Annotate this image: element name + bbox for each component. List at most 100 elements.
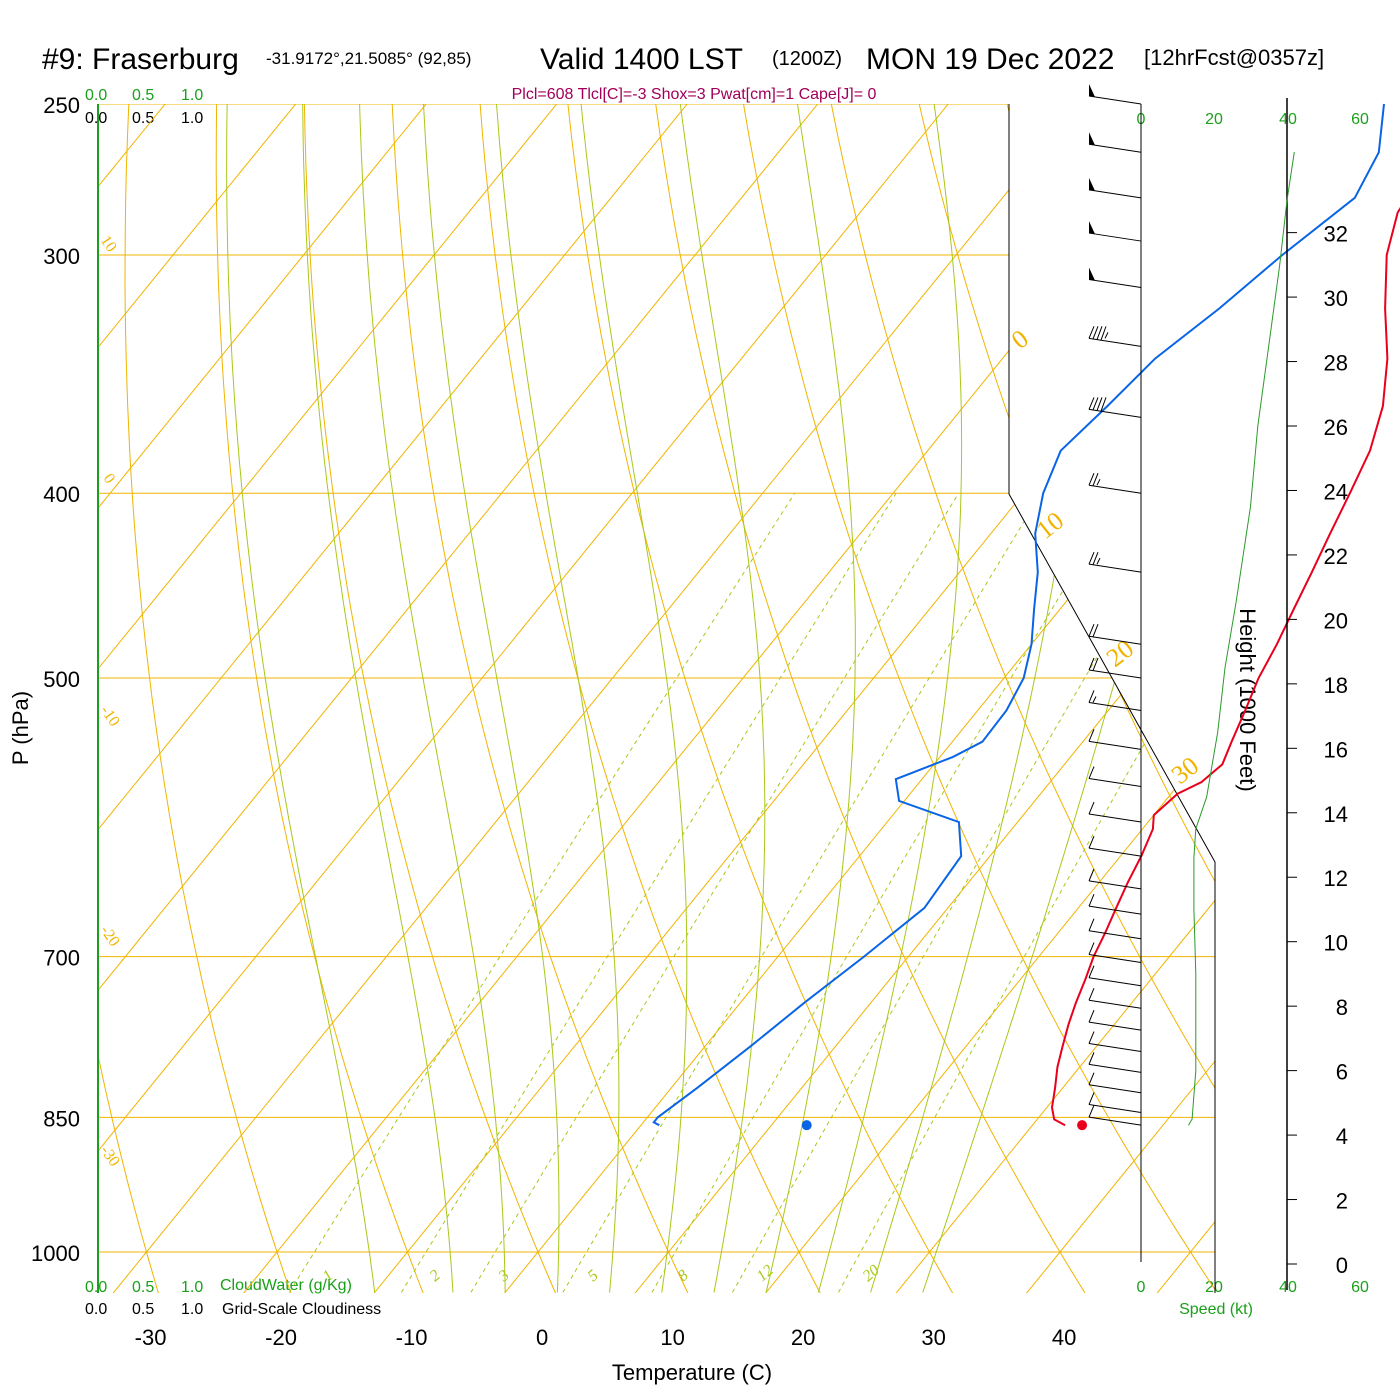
wind-barb-flag [1088,918,1095,931]
height-tick-6: 6 [1336,1060,1348,1085]
wind-barb [1088,1104,1142,1126]
height-tick-30: 30 [1324,286,1348,311]
height-tick-12: 12 [1324,866,1348,891]
surface-temp-marker [1077,1120,1088,1131]
moist-adiabat-8 [493,104,620,1293]
isotherm--60 [98,104,716,1293]
mixing-ratio-1 [288,492,796,1293]
wind-barb-half-flag [1092,696,1097,703]
height-tick-28: 28 [1324,351,1348,376]
wind-barb-pennant [1089,177,1095,191]
height-tick-32: 32 [1324,222,1348,247]
wind-barb-half-flag [1096,557,1101,565]
wind-barb-flag [1088,551,1095,565]
cloud-scale-bottom-black-1: 0.5 [132,1301,154,1318]
wind-barb [1088,868,1142,890]
wind-barb [1088,473,1142,494]
wind-barb [1088,132,1142,153]
forecast-info: [12hrFcst@0357z] [1144,45,1324,70]
mixing-ratio-label-5: 5 [585,1267,602,1285]
height-tick-18: 18 [1324,673,1348,698]
isotherm-label-0: 10 [97,233,120,256]
pressure-tick-250: 250 [43,93,80,118]
mixing-ratio-label-3: 3 [495,1267,513,1286]
height-tick-8: 8 [1336,995,1348,1020]
wind-barb-pennant [1089,267,1095,281]
mixing-ratio-label-2: 2 [427,1267,444,1285]
wind-barb [1088,326,1142,347]
wind-barb [1088,1052,1142,1073]
wind-barb [1088,657,1142,679]
wind-barb-flag [1088,988,1095,1001]
mixing-ratio-8 [651,492,1122,1293]
moist-adiabat--10 [226,104,376,1293]
height-tick-26: 26 [1324,415,1348,440]
wind-barb-flag [1092,326,1099,340]
cloud-scale-top-green-0: 0.0 [85,87,107,104]
cloud-scale-bottom-black-0: 0.0 [85,1301,107,1318]
wind-barb-flag [1088,1009,1095,1023]
wind-barb [1088,801,1142,823]
temp-tick--10: -10 [396,1325,428,1350]
wind-barb [1088,1092,1142,1114]
speed-top-tick-3: 60 [1351,111,1369,128]
cloud-scale-bottom-black-2: 1.0 [181,1301,203,1318]
height-axis-label: Height (1000 Feet) [1235,608,1260,791]
pressure-tick-1000: 1000 [31,1241,80,1266]
temp-tick-0: 0 [536,1325,548,1350]
cloud-scale-bottom-green-0: 0.0 [85,1279,107,1296]
cloud-scale-top-black-1: 0.5 [132,110,154,127]
wind-barb-shaft [1088,143,1142,153]
wind-barb-flag [1088,326,1095,339]
cloud-scale-top-green-2: 1.0 [181,87,203,104]
wind-barb-flag [1088,868,1095,882]
dry-adiabat-70 [911,104,1215,1293]
wind-barb [1088,942,1142,964]
wind-barb [1088,988,1142,1009]
station-coords: -31.9172°,21.5085° (92,85) [266,49,471,68]
isotherm-0 [473,104,1215,1293]
dry-adiabat-20 [477,104,841,1293]
dry-adiabat--20 [124,104,305,1293]
height-tick-16: 16 [1324,737,1348,762]
stability-indices: Plcl=608 Tlcl[C]=-3 Shox=3 Pwat[cm]=1 Ca… [512,86,877,103]
valid-time: Valid 1400 LST [540,43,743,76]
isotherm-label-5: 0 [1006,324,1034,355]
wind-barb-shaft [1088,189,1142,199]
height-tick-10: 10 [1324,931,1348,956]
wind-barb [1088,397,1142,418]
wind-barb-shaft [1088,880,1142,890]
moist-adiabat-0 [358,104,506,1293]
mixing-ratio-label-20: 20 [860,1262,883,1285]
wind-barb-shaft [1088,1104,1142,1114]
wind-barb-flag [1088,729,1095,742]
isotherm-label-1: 0 [100,471,119,487]
mixing-ratio-2 [400,492,897,1293]
moist-adiabat-12 [577,104,688,1293]
wind-barb-flag [1092,397,1099,411]
mixing-ratio-5 [562,492,1042,1293]
wind-barb-flag [1096,326,1103,340]
wind-barb-pennant [1089,132,1095,146]
isotherm--20 [212,104,1215,1293]
mixing-ratio-3 [470,492,960,1293]
dry-adiabat-120 [1346,70,1400,1331]
wind-barb-shaft [1088,95,1142,105]
moist-adiabat-32 [922,104,1215,1293]
wind-barb-flag [1100,326,1107,341]
cloud-scale-bottom-green-2: 1.0 [181,1279,203,1296]
dewpoint-profile-line [652,103,1385,1127]
temp-tick--30: -30 [135,1325,167,1350]
wind-barb-shaft [1088,905,1142,915]
wind-barb-shaft [1088,740,1142,750]
wind-barb-shaft [1088,813,1142,823]
wind-barb-shaft [1088,1021,1142,1031]
isotherm-50 [1126,104,1215,1293]
wind-barb [1088,965,1142,987]
moist-adiabat-16 [675,104,766,1293]
cloud-scale-top-black-2: 1.0 [181,110,203,127]
wind-barb-shaft [1088,778,1142,787]
height-tick-14: 14 [1324,802,1348,827]
wind-barb-flag [1088,1092,1095,1105]
